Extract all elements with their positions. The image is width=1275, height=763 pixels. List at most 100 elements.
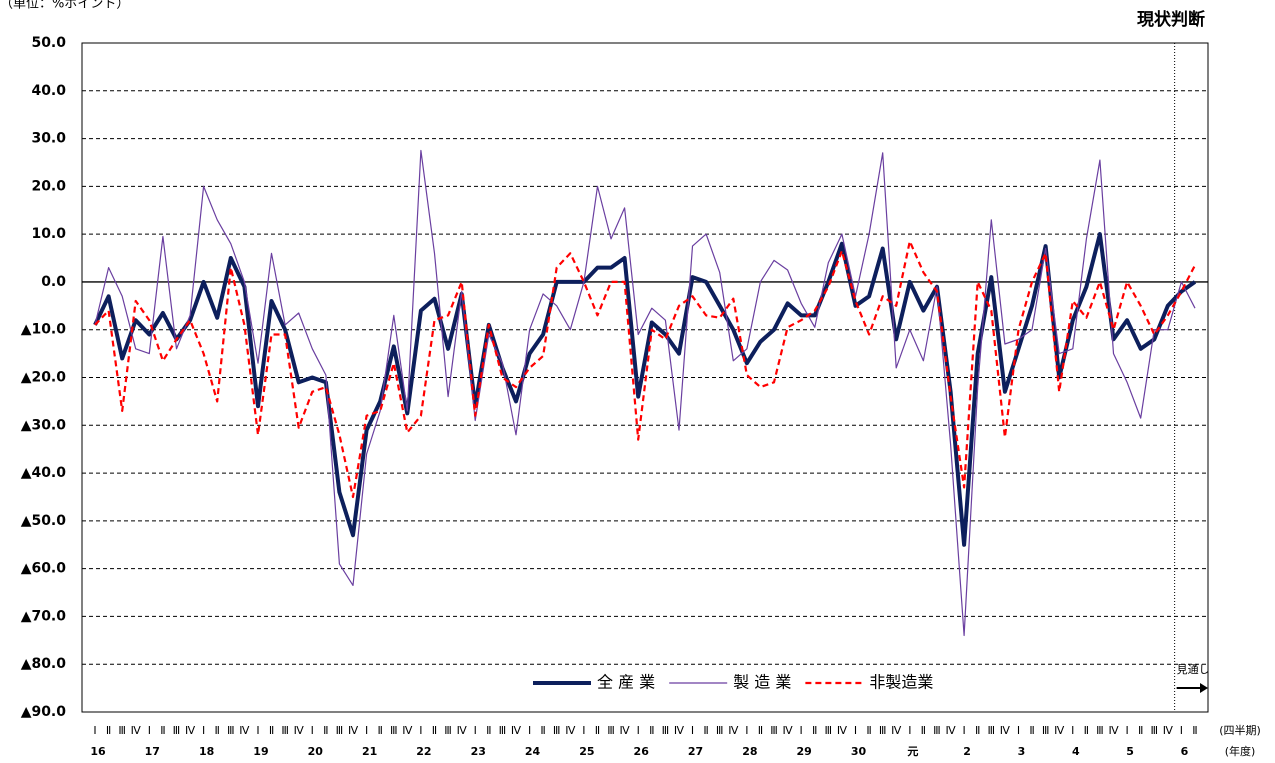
x-tick-label: Ⅳ: [131, 724, 142, 737]
year-label: 27: [688, 745, 703, 758]
year-label: 元: [907, 745, 918, 758]
x-tick-label: Ⅳ: [185, 724, 196, 737]
year-axis-label: (年度): [1225, 744, 1256, 758]
x-tick-label: Ⅳ: [620, 724, 631, 737]
x-tick-label: Ⅳ: [565, 724, 576, 737]
year-label: 20: [308, 745, 324, 758]
x-tick-label: Ⅰ: [908, 724, 911, 737]
x-tick-label: Ⅰ: [1125, 724, 1128, 737]
x-tick-label: Ⅲ: [825, 724, 833, 737]
x-tick-label: Ⅲ: [444, 724, 452, 737]
x-tick-label: Ⅲ: [390, 724, 398, 737]
x-tick-label: Ⅲ: [173, 724, 181, 737]
legend-box: [528, 666, 998, 700]
series-line: [93, 232, 1197, 547]
x-tick-label: Ⅱ: [975, 724, 980, 737]
x-tick-label: Ⅲ: [118, 724, 126, 737]
x-tick-label: Ⅰ: [637, 724, 640, 737]
y-tick-label: 40.0: [31, 83, 66, 99]
x-tick-label: Ⅰ: [582, 724, 585, 737]
x-tick-label: Ⅱ: [106, 724, 111, 737]
x-tick-label: Ⅲ: [770, 724, 778, 737]
y-tick-label: ▲10.0: [21, 322, 67, 338]
x-tick-label: Ⅲ: [1150, 724, 1158, 737]
x-tick-label: Ⅱ: [758, 724, 763, 737]
year-label: 28: [742, 745, 757, 758]
year-label: 21: [362, 745, 377, 758]
x-tick-label: Ⅰ: [365, 724, 368, 737]
x-tick-label: Ⅳ: [728, 724, 739, 737]
x-tick-label: Ⅳ: [837, 724, 848, 737]
x-tick-label: Ⅲ: [499, 724, 507, 737]
year-label: 17: [145, 745, 160, 758]
year-label: 23: [471, 745, 486, 758]
unit-label: （単位：%ポイント）: [0, 0, 129, 12]
x-tick-label: Ⅰ: [854, 724, 857, 737]
x-tick-label: Ⅱ: [269, 724, 274, 737]
y-tick-label: ▲40.0: [21, 465, 67, 481]
y-tick-label: ▲90.0: [21, 704, 67, 720]
year-label: 30: [851, 745, 867, 758]
year-label: 26: [634, 745, 650, 758]
x-tick-label: Ⅰ: [745, 724, 748, 737]
x-tick-label: Ⅱ: [377, 724, 382, 737]
x-tick-label: Ⅰ: [311, 724, 314, 737]
y-tick-label: ▲80.0: [21, 656, 67, 672]
legend-label: 製 造 業: [733, 673, 791, 692]
x-tick-label: Ⅲ: [281, 724, 289, 737]
x-tick-label: Ⅳ: [945, 724, 956, 737]
year-label: 19: [253, 745, 268, 758]
forecast-label: 見通し: [1177, 663, 1210, 676]
x-tick-label: Ⅲ: [933, 724, 941, 737]
x-tick-label: Ⅳ: [783, 724, 794, 737]
x-tick-label: Ⅰ: [691, 724, 694, 737]
year-label: 24: [525, 745, 541, 758]
year-label: 2: [963, 745, 971, 758]
x-tick-label: Ⅳ: [402, 724, 413, 737]
x-tick-label: Ⅱ: [866, 724, 871, 737]
year-label: 5: [1126, 745, 1134, 758]
x-tick-label: Ⅰ: [419, 724, 422, 737]
y-tick-label: ▲30.0: [21, 417, 67, 433]
x-tick-label: Ⅱ: [649, 724, 654, 737]
y-tick-label: 0.0: [41, 274, 66, 290]
year-label: 18: [199, 745, 214, 758]
x-tick-label: Ⅲ: [553, 724, 561, 737]
x-tick-label: Ⅰ: [1180, 724, 1183, 737]
x-tick-label: Ⅲ: [662, 724, 670, 737]
x-tick-label: Ⅳ: [239, 724, 250, 737]
y-tick-label: 20.0: [31, 178, 66, 194]
x-tick-label: Ⅲ: [607, 724, 615, 737]
y-tick-label: 10.0: [31, 226, 66, 242]
x-tick-label: Ⅱ: [486, 724, 491, 737]
x-tick-label: Ⅱ: [540, 724, 545, 737]
x-tick-label: Ⅰ: [528, 724, 531, 737]
x-tick-label: Ⅰ: [202, 724, 205, 737]
year-label: 6: [1181, 745, 1189, 758]
legend-label: 非製造業: [869, 673, 933, 692]
x-tick-label: Ⅱ: [160, 724, 165, 737]
year-label: 25: [579, 745, 594, 758]
x-tick-label: Ⅲ: [1096, 724, 1104, 737]
x-tick-label: Ⅲ: [879, 724, 887, 737]
x-tick-label: Ⅰ: [1071, 724, 1074, 737]
y-tick-label: ▲50.0: [21, 513, 67, 529]
x-tick-label: Ⅱ: [703, 724, 708, 737]
x-tick-label: Ⅲ: [1042, 724, 1050, 737]
x-tick-label: Ⅲ: [716, 724, 724, 737]
x-tick-label: Ⅱ: [812, 724, 817, 737]
x-tick-label: Ⅳ: [1054, 724, 1065, 737]
x-tick-label: Ⅳ: [511, 724, 522, 737]
x-tick-label: Ⅱ: [1029, 724, 1034, 737]
year-label: 16: [90, 745, 106, 758]
x-tick-label: Ⅳ: [457, 724, 468, 737]
x-tick-label: Ⅱ: [1192, 724, 1197, 737]
year-label: 4: [1072, 745, 1080, 758]
chart-title: 現状判断: [1137, 9, 1205, 30]
y-tick-label: 50.0: [31, 35, 66, 51]
x-tick-label: Ⅳ: [1163, 724, 1174, 737]
y-tick-label: 30.0: [31, 131, 66, 147]
y-tick-label: ▲70.0: [21, 608, 67, 624]
x-tick-label: Ⅲ: [227, 724, 235, 737]
